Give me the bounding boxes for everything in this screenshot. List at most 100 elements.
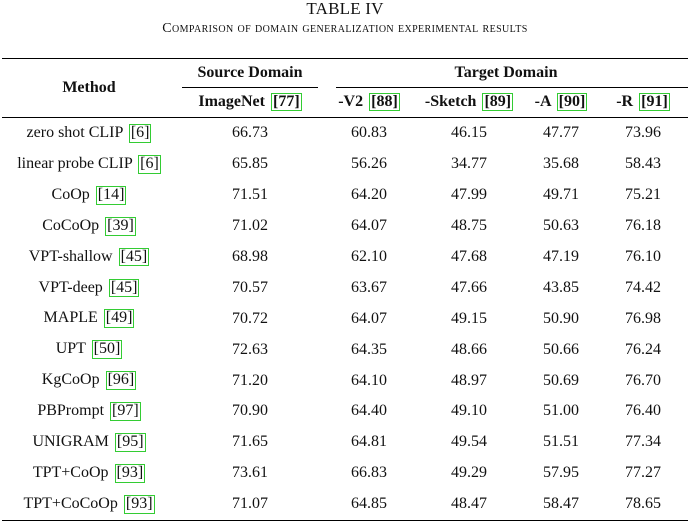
method-name: PBPrompt	[37, 402, 105, 420]
table-label: TABLE IV	[306, 0, 384, 18]
value-cell: 49.54	[451, 433, 487, 451]
value-cell: 50.66	[543, 340, 579, 358]
value-cell: 77.34	[625, 433, 661, 451]
column-name: -R	[616, 92, 634, 110]
method-name: linear probe CLIP	[17, 154, 133, 172]
value-cell: 76.24	[625, 340, 661, 358]
value-cell: 47.77	[543, 124, 579, 142]
table-caption: TABLE IV Comparison of domain generaliza…	[0, 0, 690, 38]
citation-ref: [6]	[128, 124, 152, 143]
value-cell: 57.95	[543, 464, 579, 482]
method-name: zero shot CLIP	[26, 124, 123, 142]
value-cell: 64.07	[351, 217, 387, 235]
method-cell: TPT+CoOp [93]	[2, 458, 176, 489]
method-cell: VPT-deep [45]	[2, 272, 176, 303]
value-cell: 34.77	[451, 155, 487, 173]
table-row: UNIGRAM [95] 71.65 64.81 49.54 51.51 77.34	[2, 427, 688, 458]
value-cell: 49.71	[543, 186, 579, 204]
column-header: -Sketch [89]	[414, 87, 524, 118]
table-row: VPT-shallow [45] 68.98 62.10 47.68 47.19 76.1…	[2, 242, 688, 273]
method-cell: UPT [50]	[2, 334, 176, 365]
citation-ref: [6]	[138, 154, 161, 174]
table-row: CoOp [14] 71.51 64.20 47.99 49.71 75.21	[2, 180, 688, 211]
value-cell: 56.26	[351, 155, 387, 173]
value-cell: 70.57	[232, 278, 268, 296]
value-cell: 73.61	[232, 464, 268, 482]
value-cell: 49.15	[451, 309, 487, 327]
value-cell: 35.68	[543, 155, 579, 173]
table-row: CoCoOp [39] 71.02 64.07 48.75 50.63 76.18	[2, 211, 688, 242]
method-name: UPT	[55, 340, 86, 358]
method-header: Method	[2, 58, 176, 118]
column-header: -A [90]	[524, 87, 598, 118]
value-cell: 64.81	[351, 433, 387, 451]
method-cell: MAPLE [49]	[2, 303, 176, 334]
value-cell: 47.66	[451, 278, 487, 296]
citation-ref: [45]	[118, 247, 150, 267]
value-cell: 73.96	[625, 124, 661, 142]
value-cell: 71.20	[232, 371, 268, 389]
subheader-row: ImageNet [77] -V2 [88] -Sketch [89] -A [90]…	[2, 87, 688, 118]
results-table: Method Source Domain Target Domain Image…	[2, 58, 688, 521]
citation-ref: [14]	[95, 185, 127, 205]
citation-ref: [93]	[114, 463, 146, 483]
value-cell: 78.65	[625, 495, 661, 513]
method-cell: zero shot CLIP [6]	[2, 118, 176, 149]
column-name: -Sketch	[424, 92, 477, 110]
method-name: TPT+CoOp	[32, 463, 109, 481]
value-cell: 71.51	[232, 186, 268, 204]
table-row: zero shot CLIP [6] 66.73 60.83 46.15 47.77 73…	[2, 118, 688, 149]
citation-ref: [39]	[105, 216, 136, 236]
value-cell: 51.51	[543, 433, 579, 451]
value-cell: 68.98	[232, 248, 268, 265]
method-name: KgCoOp	[41, 371, 100, 389]
citation-ref: [97]	[110, 402, 141, 421]
table-row: UPT [50] 72.63 64.35 48.66 50.66 76.24	[2, 334, 688, 365]
value-cell: 47.99	[451, 186, 487, 204]
method-cell: CoOp [14]	[2, 180, 176, 211]
column-name: -V2	[338, 92, 364, 110]
column-header: ImageNet [77]	[176, 87, 324, 118]
citation-ref: [95]	[114, 432, 146, 452]
value-cell: 65.85	[232, 155, 268, 173]
method-cell: CoCoOp [39]	[2, 211, 176, 242]
method-name: CoCoOp	[42, 216, 100, 234]
method-cell: PBPrompt [97]	[2, 396, 176, 427]
value-cell: 63.67	[351, 278, 387, 296]
column-name: ImageNet	[198, 92, 265, 110]
citation-ref: [45]	[108, 278, 140, 298]
value-cell: 48.47	[451, 495, 487, 513]
value-cell: 60.83	[351, 124, 387, 142]
value-cell: 64.85	[351, 495, 387, 513]
method-cell: TPT+CoCoOp [93]	[2, 489, 176, 520]
citation-ref: [50]	[91, 340, 123, 360]
value-cell: 70.72	[232, 309, 268, 327]
table-row: PBPrompt [97] 70.90 64.40 49.10 51.00 76.40	[2, 396, 688, 427]
citation-ref: [89]	[482, 92, 514, 112]
citation-ref: [77]	[270, 92, 302, 112]
value-cell: 58.43	[625, 155, 661, 173]
value-cell: 71.07	[232, 495, 268, 513]
value-cell: 50.63	[543, 217, 579, 235]
value-cell: 64.20	[351, 186, 387, 204]
value-cell: 64.07	[351, 309, 387, 327]
method-name: VPT-deep	[38, 278, 103, 296]
value-cell: 47.19	[543, 248, 579, 265]
value-cell: 49.29	[451, 464, 487, 482]
value-cell: 71.65	[232, 433, 268, 451]
table-row: MAPLE [49] 70.72 64.07 49.15 50.90 76.98	[2, 303, 688, 334]
table-title: Comparison of domain generalization expe…	[162, 21, 528, 36]
citation-ref: [93]	[123, 494, 155, 514]
method-name: UNIGRAM	[32, 432, 109, 450]
value-cell: 47.68	[451, 248, 487, 265]
method-cell: UNIGRAM [95]	[2, 427, 176, 458]
value-cell: 48.97	[451, 371, 487, 389]
value-cell: 50.69	[543, 371, 579, 389]
column-header: -V2 [88]	[324, 87, 414, 118]
value-cell: 77.27	[625, 464, 661, 482]
value-cell: 74.42	[625, 278, 661, 296]
method-cell: VPT-shallow [45]	[2, 242, 176, 273]
value-cell: 51.00	[543, 402, 579, 420]
value-cell: 49.10	[451, 402, 487, 420]
method-name: MAPLE	[43, 309, 98, 327]
